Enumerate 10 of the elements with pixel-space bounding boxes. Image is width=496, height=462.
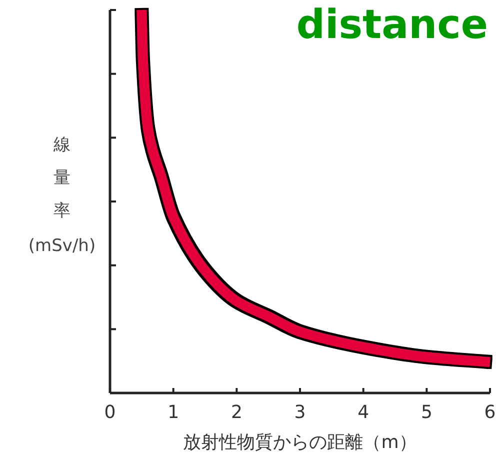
x-tick-label: 5 xyxy=(420,402,432,423)
y-axis-title: 線量率(mSv/h) xyxy=(28,135,96,256)
x-tick-label: 2 xyxy=(230,402,242,423)
x-axis-title: 放射性物質からの距離（m） xyxy=(183,432,417,453)
x-tick-label: 4 xyxy=(358,402,370,423)
x-tick-label: 6 xyxy=(484,402,496,423)
chart-title: distance xyxy=(296,2,488,48)
x-tick-label: 1 xyxy=(168,402,180,423)
x-tick-label: 3 xyxy=(294,402,306,423)
x-tick-label: 0 xyxy=(104,402,116,423)
